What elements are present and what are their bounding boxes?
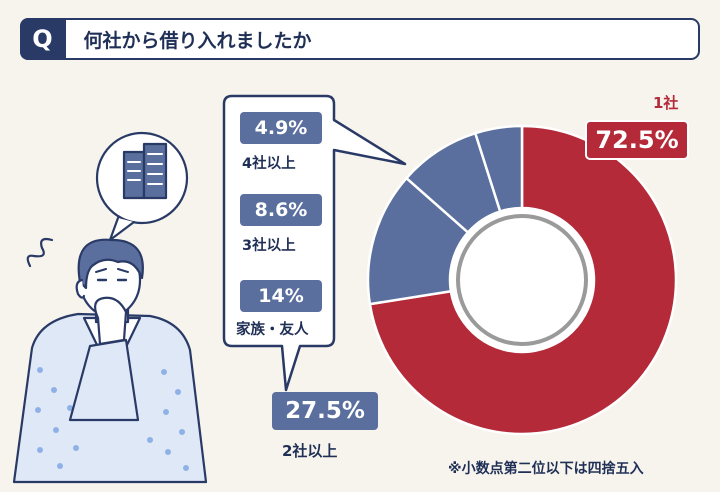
value-2sha-ijou: 27.5% <box>272 392 378 430</box>
rounding-note: ※小数点第二位以下は四捨五入 <box>448 461 644 477</box>
value-family-friends: 14% <box>240 280 322 312</box>
thinking-man-icon <box>12 131 208 484</box>
donut-hole <box>450 208 594 352</box>
donut-chart <box>366 124 678 436</box>
breakdown-callout <box>222 94 407 392</box>
man-hand <box>93 296 128 346</box>
building-icon <box>122 142 168 200</box>
confusion-squiggle <box>26 237 54 268</box>
donut-inner-ring <box>456 214 588 346</box>
value-4sha-ijou: 4.9% <box>240 112 322 144</box>
label-2sha-ijou: 2社以上 <box>282 442 338 460</box>
value-3sha-ijou: 8.6% <box>240 194 322 226</box>
man-hair <box>77 238 144 290</box>
question-bar: Q 何社から借り入れましたか <box>19 17 700 60</box>
label-3sha-ijou: 3社以上 <box>242 238 296 254</box>
value-1sha: 72.5% <box>585 120 689 160</box>
label-1sha: 1社 <box>653 94 679 112</box>
label-family-friends: 家族・友人 <box>236 322 309 338</box>
question-badge: Q <box>19 17 66 60</box>
question-text: 何社から借り入れましたか <box>83 29 312 52</box>
label-4sha-ijou: 4社以上 <box>242 156 296 172</box>
